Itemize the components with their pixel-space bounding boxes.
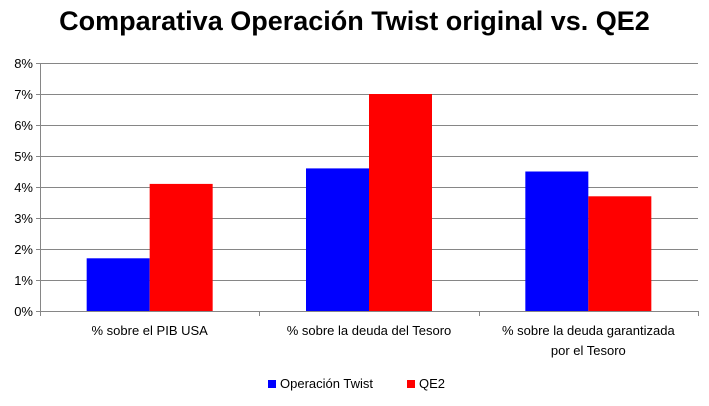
y-axis: 0% 1% 2% 3% 4% 5% 6% 7% 8% <box>14 56 41 319</box>
bar-qe2-2 <box>588 196 652 311</box>
bar-operacion-twist-0 <box>86 258 150 311</box>
x-category-label: % sobre la deuda garantizada <box>502 323 676 338</box>
x-category-label: por el Tesoro <box>551 343 626 358</box>
y-tick-label: 7% <box>14 87 33 102</box>
bar-operacion-twist-2 <box>525 171 589 311</box>
bar-operacion-twist-1 <box>306 168 369 311</box>
x-category-label: % sobre la deuda del Tesoro <box>287 323 452 338</box>
x-axis: % sobre el PIB USA % sobre la deuda del T… <box>40 311 699 358</box>
legend: Operación Twist QE2 <box>268 376 445 391</box>
chart-title: Comparativa Operación Twist original vs.… <box>59 6 650 36</box>
y-tick-label: 6% <box>14 118 33 133</box>
legend-label-qe2: QE2 <box>419 376 445 391</box>
y-tick-label: 8% <box>14 56 33 71</box>
x-category-label: % sobre el PIB USA <box>92 323 209 338</box>
bar-qe2-0 <box>149 183 213 311</box>
y-tick-label: 3% <box>14 211 33 226</box>
legend-label-operacion-twist: Operación Twist <box>280 376 373 391</box>
y-tick-label: 5% <box>14 149 33 164</box>
legend-swatch-qe2 <box>407 380 415 388</box>
y-tick-label: 1% <box>14 273 33 288</box>
bar-qe2-1 <box>369 94 432 311</box>
y-tick-label: 4% <box>14 180 33 195</box>
bars <box>86 94 652 311</box>
y-tick-label: 2% <box>14 242 33 257</box>
legend-swatch-operacion-twist <box>268 380 276 388</box>
y-tick-label: 0% <box>14 304 33 319</box>
